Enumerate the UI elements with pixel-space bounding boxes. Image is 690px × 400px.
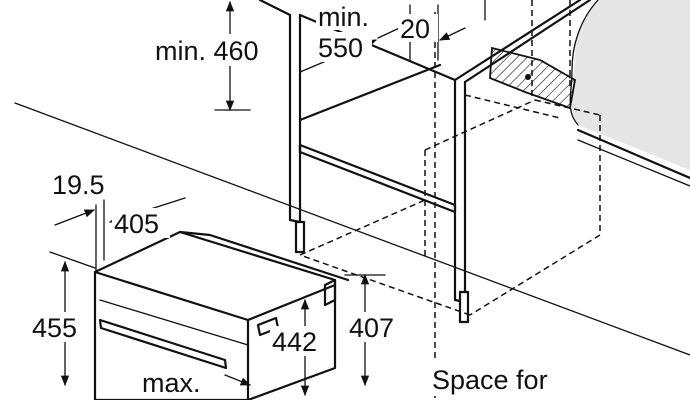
label-19-5: 19.5 xyxy=(52,170,105,200)
label-min-460: min. 460 xyxy=(155,36,259,66)
label-max-word: max. xyxy=(142,368,201,398)
label-407: 407 xyxy=(349,313,394,343)
label-space-for-2: ventilation xyxy=(462,396,584,400)
label-20: 20 xyxy=(400,14,430,44)
label-max-value-partial: 45 xyxy=(160,394,190,400)
label-space-for: Space for xyxy=(432,365,548,395)
label-455: 455 xyxy=(32,313,77,343)
oven xyxy=(93,230,350,400)
label-405: 405 xyxy=(114,209,159,239)
ventilation-space-outline xyxy=(299,0,601,400)
wall-panel xyxy=(569,0,690,187)
label-min-word: min. xyxy=(318,2,369,32)
label-550: 550 xyxy=(318,33,363,63)
floor-line xyxy=(14,102,690,356)
label-442: 442 xyxy=(272,327,317,357)
cabinet-niche xyxy=(258,0,592,324)
socket-hatched xyxy=(489,46,576,110)
